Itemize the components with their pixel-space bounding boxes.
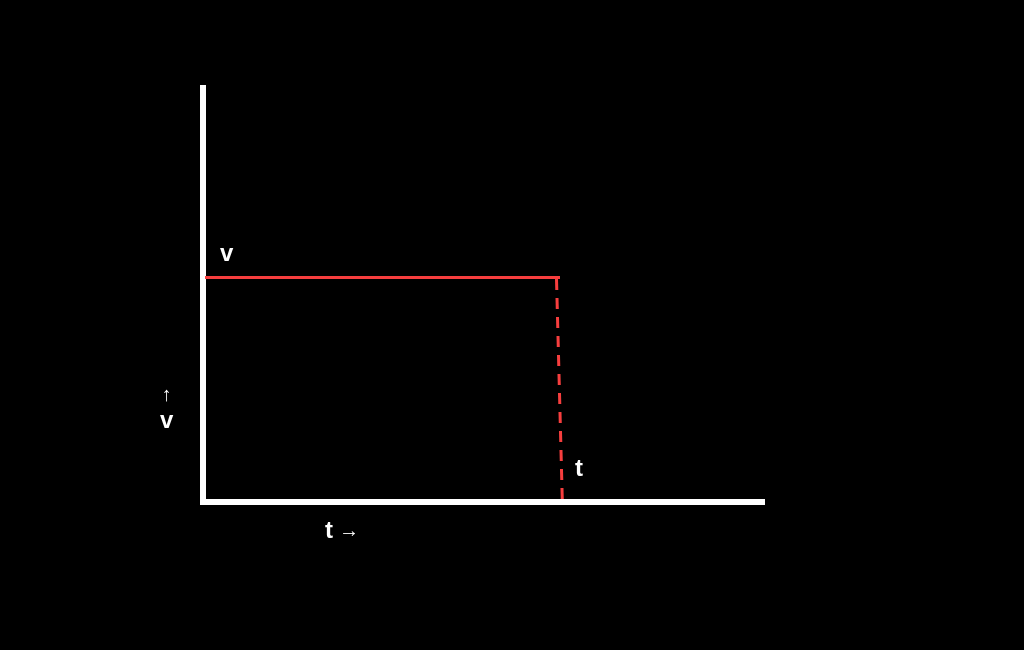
y-axis-text: v [160,407,173,435]
up-arrow-icon: ↑ [162,385,172,405]
velocity-time-chart: v ↑ v t → t [200,85,800,505]
x-axis [200,499,765,505]
velocity-horizontal-line [205,276,560,279]
x-axis-label: t → [325,517,359,545]
y-axis-label: ↑ v [160,385,173,435]
time-value-label: t [575,455,583,483]
right-arrow-icon: → [339,521,359,541]
velocity-value-label: v [220,240,233,268]
y-axis [200,85,206,505]
velocity-vertical-dashed-line [555,279,564,504]
x-axis-text: t [325,517,333,545]
